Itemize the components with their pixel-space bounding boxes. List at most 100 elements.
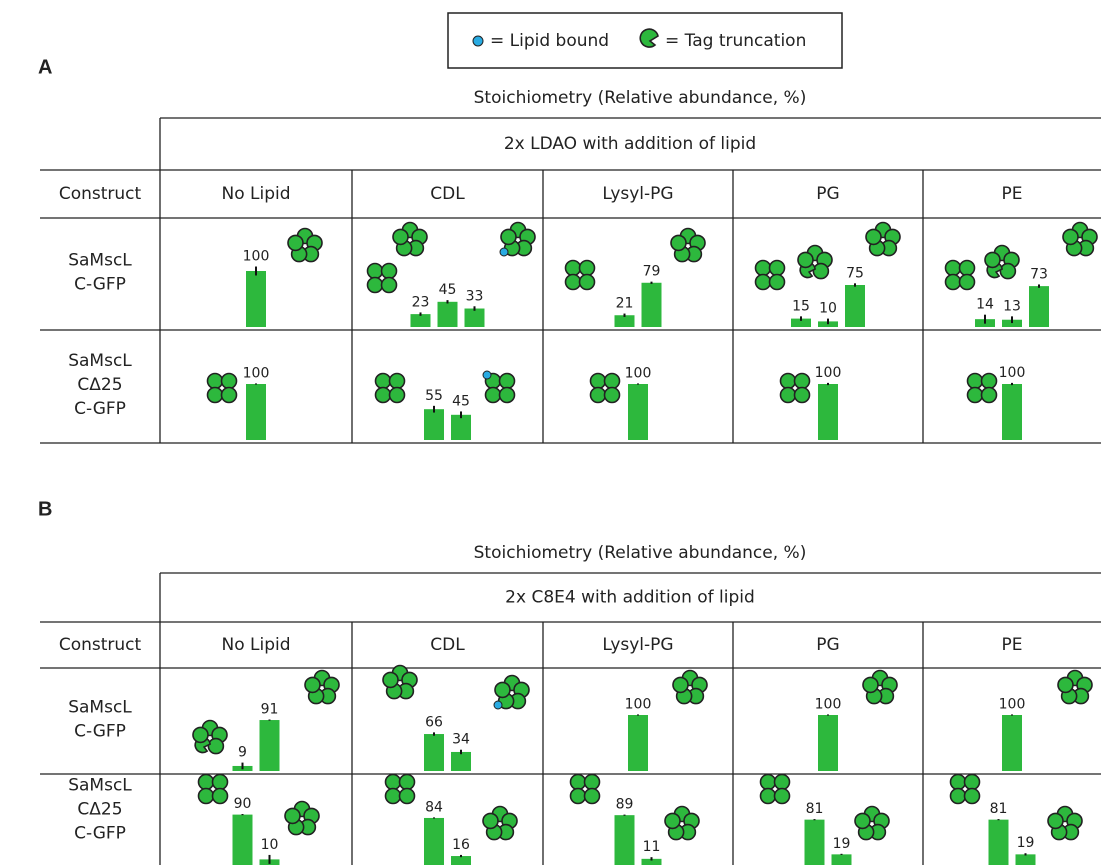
value-label: 81 — [806, 801, 824, 817]
legend-truncation: = Tag truncation — [665, 31, 806, 51]
value-label: 9 — [238, 745, 247, 761]
construct: SaMscL — [68, 351, 132, 371]
value-label: 11 — [643, 839, 661, 855]
bar — [845, 285, 865, 327]
tetra-icon — [368, 264, 397, 293]
value-label: 33 — [466, 288, 484, 304]
construct: CΔ25 — [77, 375, 122, 395]
bar — [818, 715, 838, 771]
subunit — [781, 388, 796, 403]
subunit — [795, 374, 810, 389]
penta-icon — [1058, 671, 1092, 704]
subunit — [500, 388, 515, 403]
tetra-icon — [756, 261, 785, 290]
subunit — [866, 229, 881, 244]
subunit — [756, 261, 771, 276]
bar — [451, 856, 471, 865]
subunit — [566, 275, 581, 290]
subunit — [951, 775, 966, 790]
bar — [260, 720, 280, 771]
tetra-icon — [376, 374, 405, 403]
subunit — [855, 813, 870, 828]
tetra-icon — [208, 374, 237, 403]
value-label: 100 — [625, 365, 652, 381]
construct: CΔ25 — [77, 800, 122, 820]
value-label: 79 — [643, 264, 661, 280]
value-label: 100 — [815, 696, 842, 712]
bar — [451, 415, 471, 440]
subunit — [566, 261, 581, 276]
subunit — [571, 775, 586, 790]
subunit — [960, 261, 975, 276]
construct: C-GFP — [74, 399, 126, 419]
subunit — [390, 388, 405, 403]
subunit — [665, 813, 680, 828]
tetra-icon — [386, 775, 415, 804]
subunit — [756, 275, 771, 290]
value-label: 90 — [234, 796, 252, 812]
value-label: 91 — [261, 701, 279, 717]
penta-icon — [671, 229, 705, 262]
subunit — [761, 775, 776, 790]
subunit — [585, 789, 600, 804]
bar — [628, 384, 648, 440]
penta-icon — [1048, 807, 1082, 840]
subunit — [775, 775, 790, 790]
subunit — [400, 775, 415, 790]
penta-icon — [285, 802, 319, 835]
subunit — [770, 275, 785, 290]
subunit — [798, 252, 813, 267]
bar — [233, 815, 253, 865]
subunit — [813, 264, 828, 279]
subunit — [222, 388, 237, 403]
subunit — [288, 235, 303, 250]
value-label: 21 — [616, 296, 634, 312]
subunit — [382, 278, 397, 293]
subunit — [500, 374, 515, 389]
subunit — [376, 374, 391, 389]
bar — [451, 752, 471, 771]
tetra-icon — [781, 374, 810, 403]
subunit — [390, 374, 405, 389]
subunit — [946, 275, 961, 290]
subunit — [671, 235, 686, 250]
penta-icon — [855, 807, 889, 840]
subunit — [965, 789, 980, 804]
construct: SaMscL — [68, 698, 132, 718]
subunit — [208, 388, 223, 403]
subunit — [982, 374, 997, 389]
value-label: 45 — [439, 282, 457, 298]
penta-icon — [665, 807, 699, 840]
subunit — [393, 229, 408, 244]
value-label: 34 — [452, 732, 470, 748]
tetra-icon — [566, 261, 595, 290]
column-header: PG — [816, 635, 839, 655]
bar — [411, 314, 431, 327]
subunit — [761, 789, 776, 804]
subunit — [571, 789, 586, 804]
value-label: 14 — [976, 297, 994, 313]
subunit — [985, 252, 1000, 267]
subunit — [368, 264, 383, 279]
subunit — [968, 388, 983, 403]
construct: C-GFP — [74, 824, 126, 844]
subunit — [781, 374, 796, 389]
subunit — [208, 739, 223, 754]
value-label: 15 — [792, 298, 810, 314]
penta-icon — [866, 223, 900, 256]
value-label: 89 — [616, 797, 634, 813]
bar — [642, 283, 662, 327]
subunit — [199, 775, 214, 790]
subunit — [383, 672, 398, 687]
condition: 2x C8E4 with addition of lipid — [505, 588, 755, 608]
value-label: 23 — [412, 294, 430, 310]
subunit — [305, 677, 320, 692]
column-header: Construct — [59, 635, 142, 655]
tetra-icon — [968, 374, 997, 403]
penta-icon — [863, 671, 897, 704]
subunit — [199, 789, 214, 804]
bar — [1029, 286, 1049, 327]
subunit — [213, 789, 228, 804]
subunit — [495, 682, 510, 697]
tetra-icon — [946, 261, 975, 290]
